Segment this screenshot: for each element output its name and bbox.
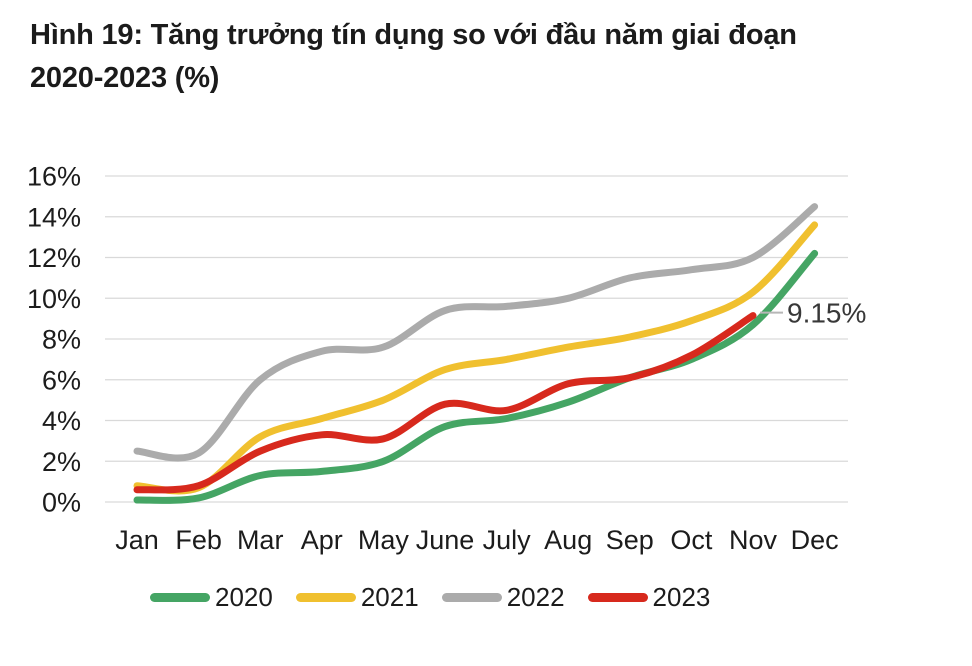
y-axis-tick-label: 0% xyxy=(42,488,81,518)
x-axis-tick-label: June xyxy=(416,525,475,555)
y-axis-tick-label: 8% xyxy=(42,325,81,355)
legend-swatch-2022 xyxy=(441,592,502,602)
series-line-2023 xyxy=(133,312,757,494)
y-axis-tick-label: 4% xyxy=(42,406,81,436)
y-axis-tick-label: 6% xyxy=(42,365,81,395)
legend-label: 2023 xyxy=(652,582,711,612)
annotation-label: 9.15% xyxy=(787,298,866,329)
x-axis-tick-label: Sep xyxy=(606,525,654,555)
y-axis-tick-label: 2% xyxy=(42,447,81,477)
legend-label: 2020 xyxy=(215,582,273,612)
x-axis-tick-label: Nov xyxy=(729,525,778,555)
chart-title-line2: 2020-2023 (%) xyxy=(30,62,220,94)
x-axis-tick-label: Aug xyxy=(544,525,592,555)
x-axis-tick-label: Apr xyxy=(301,525,343,555)
chart-title-line1: Hình 19: Tăng trưởng tín dụng so với đầu… xyxy=(30,19,797,51)
legend-item-2021: 2021 xyxy=(295,582,419,612)
x-axis-tick-label: Feb xyxy=(175,525,222,555)
series-line-2021 xyxy=(133,221,819,495)
x-axis-tick-label: May xyxy=(358,525,410,555)
x-axis-tick-label: Mar xyxy=(237,525,284,555)
x-axis-tick-label: Jan xyxy=(115,525,159,555)
series-line-2020 xyxy=(133,249,819,504)
x-axis-tick-label: Oct xyxy=(670,525,713,555)
y-axis-tick-label: 14% xyxy=(27,202,81,232)
legend-swatch-2021 xyxy=(295,592,356,602)
chart-legend: 2020 2021 2022 2023 xyxy=(150,584,710,610)
legend-item-2022: 2022 xyxy=(441,582,565,612)
x-axis-tick-label: July xyxy=(483,525,532,555)
y-axis-tick-label: 12% xyxy=(27,243,81,273)
series-line-2022 xyxy=(133,203,819,462)
legend-label: 2022 xyxy=(506,582,565,612)
y-axis-tick-label: 10% xyxy=(27,284,81,314)
legend-item-2023: 2023 xyxy=(587,582,711,612)
legend-swatch-2020 xyxy=(150,592,210,602)
legend-item-2020: 2020 xyxy=(150,584,273,610)
legend-label: 2021 xyxy=(360,582,419,612)
y-axis-tick-label: 16% xyxy=(27,162,81,192)
legend-swatch-2023 xyxy=(587,592,648,602)
x-axis-tick-label: Dec xyxy=(791,525,839,555)
chart-title: Hình 19: Tăng trưởng tín dụng so với đầu… xyxy=(30,14,920,100)
